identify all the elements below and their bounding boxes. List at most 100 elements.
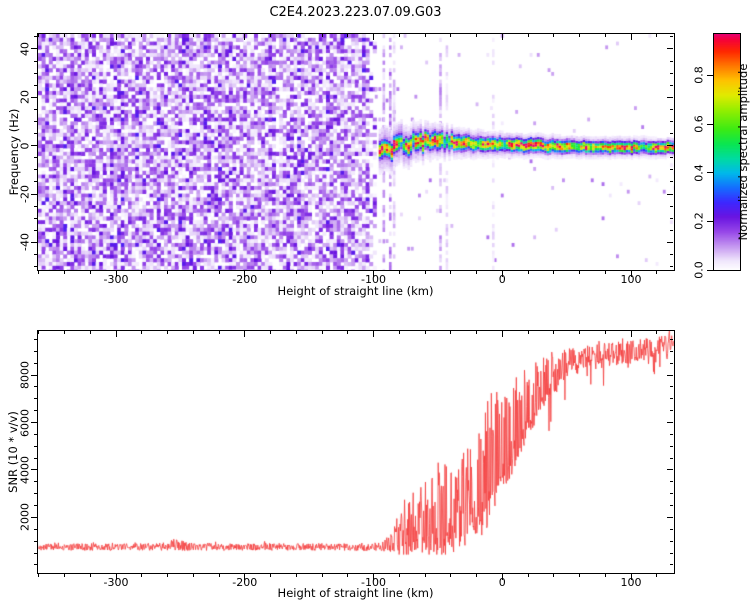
- y-major-tick-in: [667, 516, 673, 518]
- x-minor-tick-in: [295, 34, 297, 37]
- x-major-tick: [501, 574, 503, 580]
- x-minor-tick: [424, 574, 426, 577]
- y-minor-tick: [34, 229, 37, 231]
- y-minor-tick: [34, 445, 37, 447]
- x-minor-tick-in: [604, 331, 606, 334]
- y-minor-tick-in: [670, 108, 673, 110]
- x-minor-tick: [398, 574, 400, 577]
- x-major-tick: [373, 574, 375, 580]
- y-tick-label: -40: [18, 233, 32, 252]
- x-minor-tick: [347, 271, 349, 274]
- x-major-tick: [244, 574, 246, 580]
- y-minor-tick-in: [670, 217, 673, 219]
- y-minor-tick: [34, 362, 37, 364]
- x-minor-tick-in: [347, 331, 349, 334]
- x-minor-tick-in: [476, 331, 478, 334]
- y-minor-tick: [34, 457, 37, 459]
- y-minor-tick: [34, 108, 37, 110]
- x-major-tick-in: [244, 34, 246, 40]
- spectrogram-canvas: [38, 34, 674, 270]
- x-minor-tick: [141, 574, 143, 577]
- y-minor-tick-in: [670, 254, 673, 256]
- colorbar-tick-label: 0.6: [692, 115, 706, 133]
- x-minor-tick: [398, 271, 400, 274]
- x-minor-tick-in: [38, 34, 40, 37]
- y-tick-label: 40: [18, 41, 32, 56]
- x-minor-tick-in: [656, 331, 658, 334]
- y-major-tick-in: [667, 374, 673, 376]
- y-minor-tick: [34, 540, 37, 542]
- x-minor-tick: [218, 574, 220, 577]
- x-minor-tick-in: [218, 34, 220, 37]
- y-minor-tick-in: [670, 398, 673, 400]
- x-minor-tick-in: [192, 34, 194, 37]
- x-minor-tick: [424, 271, 426, 274]
- y-minor-tick-in: [670, 457, 673, 459]
- y-minor-tick: [34, 410, 37, 412]
- x-minor-tick-in: [321, 331, 323, 334]
- y-major-tick-in: [667, 145, 673, 147]
- colorbar-tick: [707, 74, 713, 76]
- y-major-tick: [31, 374, 37, 376]
- y-major-tick-in: [667, 96, 673, 98]
- x-minor-tick: [270, 574, 272, 577]
- colorbar-tick: [707, 220, 713, 222]
- x-minor-tick: [656, 271, 658, 274]
- x-minor-tick: [347, 574, 349, 577]
- y-minor-tick-in: [670, 505, 673, 507]
- y-major-tick: [31, 422, 37, 423]
- x-minor-tick: [295, 574, 297, 577]
- x-tick-label: -300: [103, 273, 129, 286]
- x-tick-label: 0: [498, 576, 506, 589]
- colorbar-tick: [707, 123, 713, 125]
- colorbar-tick: [707, 172, 713, 174]
- x-minor-tick: [321, 271, 323, 274]
- y-minor-tick: [34, 433, 37, 435]
- x-minor-tick: [553, 271, 555, 274]
- x-major-tick: [630, 574, 632, 580]
- y-tick-label: 20: [18, 90, 32, 105]
- colorbar-tick-label: 0.0: [692, 261, 706, 279]
- y-tick-label: 8000: [18, 361, 32, 390]
- spectrogram-xlabel: Height of straight line (km): [277, 284, 434, 298]
- y-minor-tick-in: [670, 121, 673, 123]
- snr-xlabel: Height of straight line (km): [277, 586, 434, 600]
- y-minor-tick-in: [670, 433, 673, 435]
- x-minor-tick-in: [579, 34, 581, 37]
- y-minor-tick-in: [670, 84, 673, 86]
- y-tick-label: -20: [18, 185, 32, 204]
- y-minor-tick-in: [670, 481, 673, 483]
- x-major-tick: [373, 271, 375, 277]
- y-minor-tick: [34, 217, 37, 219]
- x-tick-label: -300: [103, 576, 129, 589]
- y-minor-tick: [34, 552, 37, 554]
- x-minor-tick-in: [270, 34, 272, 37]
- y-minor-tick: [34, 493, 37, 495]
- x-minor-tick-in: [347, 34, 349, 37]
- x-major-tick-in: [501, 331, 503, 337]
- y-minor-tick-in: [670, 386, 673, 388]
- x-minor-tick-in: [64, 331, 66, 334]
- y-minor-tick-in: [670, 72, 673, 74]
- y-minor-tick: [34, 338, 37, 340]
- x-minor-tick-in: [167, 34, 169, 37]
- x-minor-tick-in: [424, 331, 426, 334]
- x-minor-tick: [527, 271, 529, 274]
- spectrogram-ylabel: Frequency (Hz): [7, 108, 21, 196]
- y-minor-tick: [34, 386, 37, 388]
- x-tick-label: 0: [498, 273, 506, 286]
- y-minor-tick-in: [670, 169, 673, 171]
- y-major-tick-in: [667, 48, 673, 50]
- x-minor-tick: [476, 574, 478, 577]
- y-major-tick-in: [667, 469, 673, 471]
- colorbar-gradient-canvas: [714, 34, 740, 270]
- x-minor-tick-in: [604, 34, 606, 37]
- x-tick-label: 100: [620, 576, 642, 589]
- y-major-tick-in: [667, 193, 673, 195]
- y-tick-label: 2000: [18, 503, 32, 532]
- x-minor-tick: [192, 574, 194, 577]
- x-minor-tick-in: [579, 331, 581, 334]
- y-minor-tick-in: [670, 205, 673, 207]
- x-tick-label: -200: [232, 273, 258, 286]
- y-minor-tick: [34, 36, 37, 38]
